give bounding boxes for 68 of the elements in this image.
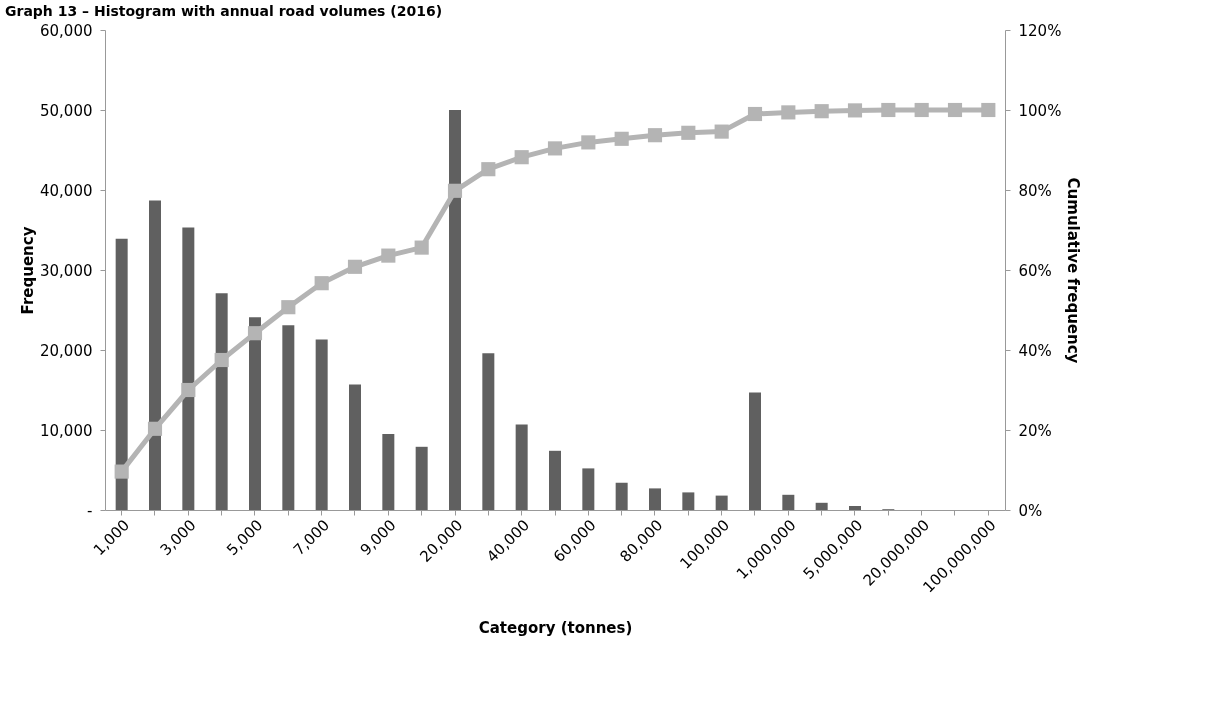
y2-tick-label: 20% <box>1018 421 1052 440</box>
point <box>647 128 663 143</box>
point <box>914 102 929 118</box>
y2-tick-label: 80% <box>1018 181 1052 200</box>
point <box>847 103 863 118</box>
point <box>514 150 529 165</box>
bar <box>415 446 428 510</box>
bar <box>349 384 361 510</box>
point <box>947 102 963 118</box>
bar <box>482 353 495 510</box>
point <box>547 141 563 156</box>
y2-axis-title: Cumulative frequency <box>1064 177 1083 364</box>
y-tick-label: - <box>87 501 93 520</box>
y-tick-label: 40,000 <box>40 181 93 200</box>
bar <box>649 488 661 510</box>
point <box>247 326 263 341</box>
point <box>347 259 363 274</box>
point <box>747 106 763 122</box>
bar <box>715 495 728 510</box>
point <box>414 240 429 255</box>
bar <box>615 482 628 510</box>
y-tick-label: 20,000 <box>40 341 93 360</box>
bar <box>215 293 228 510</box>
y-tick-label: 50,000 <box>40 101 93 120</box>
y2-tick-label: 0% <box>1018 501 1043 520</box>
bar <box>115 238 128 510</box>
point <box>281 300 296 315</box>
bar <box>249 317 261 510</box>
point <box>314 276 329 291</box>
bar <box>682 492 695 510</box>
bar <box>582 468 595 510</box>
y2-tick-label: 120% <box>1018 21 1062 40</box>
y2-tick-label: 100% <box>1018 101 1062 120</box>
bar <box>549 450 561 510</box>
bar <box>382 434 395 510</box>
x-axis-title: Category (tonnes) <box>478 618 633 637</box>
y2-tick-label: 60% <box>1018 261 1052 280</box>
bar <box>515 424 528 510</box>
bar <box>149 200 161 510</box>
y-tick-label: 30,000 <box>40 261 93 280</box>
point <box>381 248 396 263</box>
bar <box>749 392 761 510</box>
point <box>114 464 129 479</box>
y-tick-label: 10,000 <box>40 421 93 440</box>
point <box>447 183 463 198</box>
chart-title: Graph 13 – Histogram with annual road volumes (2016) <box>5 3 443 19</box>
point <box>147 421 163 436</box>
bar <box>849 506 861 510</box>
bar <box>815 502 828 510</box>
point <box>814 104 829 119</box>
point <box>981 102 996 118</box>
y-axis-title: Frequency <box>19 226 38 315</box>
y-tick-label: 60,000 <box>40 21 93 40</box>
bar <box>449 110 461 510</box>
point <box>681 125 696 140</box>
point <box>181 382 196 398</box>
point <box>481 162 496 177</box>
point <box>881 102 896 118</box>
point <box>714 124 729 139</box>
point <box>614 131 629 146</box>
bar <box>282 325 295 510</box>
point <box>781 105 796 120</box>
y2-tick-label: 40% <box>1018 341 1052 360</box>
point <box>214 352 229 368</box>
bar <box>315 339 328 510</box>
bar <box>782 494 795 510</box>
bar <box>182 227 195 510</box>
point <box>581 135 596 150</box>
